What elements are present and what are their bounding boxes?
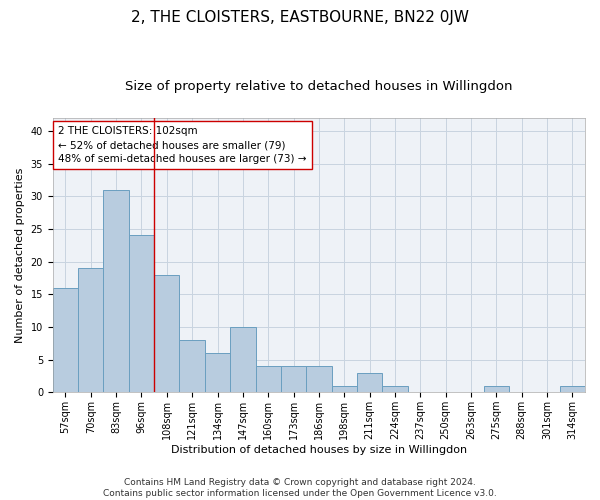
Bar (179, 340, 205, 392)
Title: Size of property relative to detached houses in Willingdon: Size of property relative to detached ho… (125, 80, 512, 93)
Bar (78, 268, 103, 392)
Bar (205, 353, 230, 393)
Bar (230, 327, 256, 392)
Text: 2 THE CLOISTERS: 102sqm
← 52% of detached houses are smaller (79)
48% of semi-de: 2 THE CLOISTERS: 102sqm ← 52% of detache… (58, 126, 307, 164)
Bar (560, 386, 585, 392)
Bar (382, 386, 407, 392)
Bar (357, 372, 382, 392)
Y-axis label: Number of detached properties: Number of detached properties (15, 168, 25, 342)
Bar (281, 366, 306, 392)
Bar (332, 386, 357, 392)
Bar (103, 190, 129, 392)
Bar (154, 274, 179, 392)
Bar (256, 366, 281, 392)
Bar (484, 386, 509, 392)
Bar (129, 236, 154, 392)
X-axis label: Distribution of detached houses by size in Willingdon: Distribution of detached houses by size … (171, 445, 467, 455)
Text: Contains HM Land Registry data © Crown copyright and database right 2024.
Contai: Contains HM Land Registry data © Crown c… (103, 478, 497, 498)
Text: 2, THE CLOISTERS, EASTBOURNE, BN22 0JW: 2, THE CLOISTERS, EASTBOURNE, BN22 0JW (131, 10, 469, 25)
Bar (306, 366, 332, 392)
Bar (53, 288, 78, 393)
